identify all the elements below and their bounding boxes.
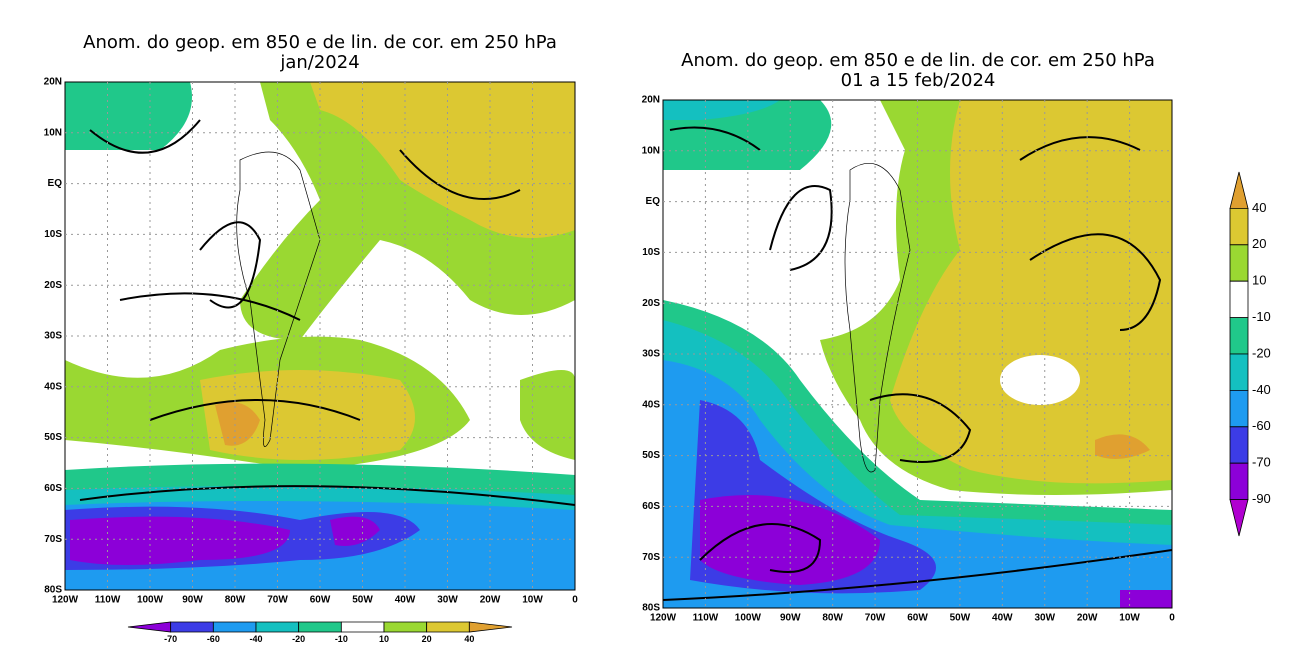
lon-label: 10W [1119, 613, 1140, 624]
colorbar-swatch [1229, 390, 1249, 428]
colorbar-swatch [127, 621, 172, 633]
colorbar-swatch [1229, 317, 1249, 355]
colorbar-swatch [1229, 244, 1249, 282]
colorbar-label: -40 [249, 634, 262, 644]
colorbar-label: -90 [1252, 491, 1271, 506]
lat-label: 50S [642, 450, 660, 461]
lat-label: EQ [646, 196, 661, 207]
colorbar-swatch [468, 621, 513, 633]
lat-label: 40S [642, 399, 660, 410]
lon-label: 10W [522, 595, 543, 606]
lon-label: 50W [352, 595, 373, 606]
lon-label: 50W [950, 613, 971, 624]
lon-label: 30W [1034, 613, 1055, 624]
lon-label: 100W [137, 595, 164, 606]
colorbar-label: -70 [164, 634, 177, 644]
lon-label: 100W [735, 613, 762, 624]
lat-label: 20S [44, 280, 62, 291]
colorbar-swatch [1229, 462, 1249, 500]
lon-label: 120W [52, 595, 79, 606]
lon-label: 40W [395, 595, 416, 606]
lon-label: 30W [437, 595, 458, 606]
colorbar-label: -40 [1252, 382, 1271, 397]
colorbar-label: -10 [335, 634, 348, 644]
lon-label: 70W [267, 595, 288, 606]
colorbar-swatch [383, 621, 428, 633]
lat-label: 10N [642, 145, 660, 156]
colorbar-swatch [298, 621, 342, 633]
lat-label: 70S [642, 552, 660, 563]
lon-label: 80W [822, 613, 843, 624]
lon-label: 90W [780, 613, 801, 624]
colorbar-label: 10 [1252, 273, 1266, 288]
lat-label: 20N [44, 77, 62, 88]
colorbar-swatch [1229, 499, 1249, 537]
lat-label: 20S [642, 298, 660, 309]
colorbar-label: -60 [1252, 418, 1271, 433]
lat-label: 60S [44, 483, 62, 494]
lon-label: 0 [1169, 613, 1175, 624]
colorbar-swatch [426, 621, 470, 633]
lat-label: 10S [44, 229, 62, 240]
colorbar-swatch [1229, 353, 1249, 391]
colorbar-swatch [170, 621, 214, 633]
colorbar-swatch [212, 621, 257, 633]
colorbar-swatch [1229, 171, 1249, 209]
colorbar-swatch [1229, 280, 1249, 318]
colorbar-label: -20 [292, 634, 305, 644]
map-title: Anom. do geop. em 850 e de lin. de cor. … [83, 32, 557, 53]
colorbar-label: -10 [1252, 309, 1271, 324]
lon-label: 110W [693, 613, 719, 624]
colorbar-label: -60 [207, 634, 220, 644]
colorbar-label: 20 [422, 634, 432, 644]
lon-label: 80W [225, 595, 246, 606]
map-subtitle: jan/2024 [279, 52, 359, 73]
lat-label: 20N [642, 95, 660, 106]
colorbar-swatch [340, 621, 385, 633]
lat-label: 40S [44, 381, 62, 392]
colorbar-swatch [1229, 426, 1249, 464]
lon-label: 70W [865, 613, 886, 624]
lon-label: 20W [480, 595, 501, 606]
lat-label: 30S [642, 349, 660, 360]
lon-label: 60W [310, 595, 331, 606]
colorbar-label: -20 [1252, 345, 1271, 360]
lon-label: 40W [992, 613, 1013, 624]
map-subtitle: 01 a 15 feb/2024 [841, 70, 996, 91]
lon-label: 60W [907, 613, 928, 624]
colorbar-swatch [1229, 208, 1249, 246]
lat-label: 10N [44, 127, 62, 138]
colorbar-label: 40 [464, 634, 474, 644]
lon-label: 20W [1077, 613, 1098, 624]
colorbar-label: 10 [379, 634, 389, 644]
lat-label: 10S [642, 247, 660, 258]
lon-label: 0 [572, 595, 578, 606]
colorbar-label: -70 [1252, 455, 1271, 470]
colorbar-swatch [255, 621, 300, 633]
lat-label: 30S [44, 331, 62, 342]
map-title: Anom. do geop. em 850 e de lin. de cor. … [681, 50, 1155, 71]
lat-label: 60S [642, 501, 660, 512]
colorbar-label: 40 [1252, 200, 1266, 215]
lon-label: 110W [95, 595, 121, 606]
lat-label: EQ [48, 178, 63, 189]
lat-label: 80S [642, 603, 660, 614]
colorbar-label: 20 [1252, 236, 1266, 251]
lon-label: 120W [650, 613, 677, 624]
lat-label: 70S [44, 534, 62, 545]
lat-label: 80S [44, 585, 62, 596]
lat-label: 50S [44, 432, 62, 443]
lon-label: 90W [182, 595, 203, 606]
